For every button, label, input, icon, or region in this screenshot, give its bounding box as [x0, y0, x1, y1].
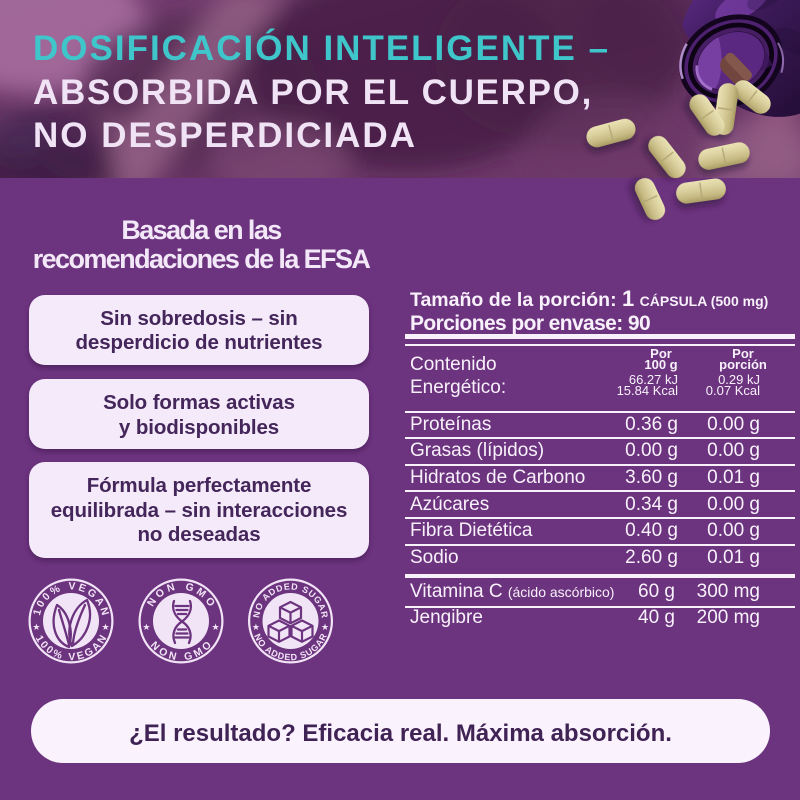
svg-text:E: E: [77, 582, 88, 596]
svg-text:★: ★: [142, 622, 150, 632]
svg-text:G: G: [312, 594, 324, 606]
svg-text:R: R: [317, 632, 329, 643]
svg-text:D: D: [277, 650, 286, 661]
svg-text:U: U: [306, 588, 317, 600]
svg-text:V: V: [68, 651, 75, 663]
svg-text:N: N: [167, 649, 177, 662]
svg-text:G: G: [183, 650, 193, 663]
svg-text:E: E: [283, 581, 290, 592]
svg-text:N: N: [251, 610, 262, 618]
svg-text:E: E: [284, 652, 291, 662]
svg-text:A: A: [316, 602, 328, 612]
svg-text:V: V: [68, 580, 75, 592]
svg-text:★: ★: [102, 622, 110, 632]
svg-text:0: 0: [34, 598, 47, 609]
svg-text:O: O: [253, 601, 265, 612]
svg-text:A: A: [260, 591, 272, 603]
svg-text:O: O: [256, 637, 268, 649]
svg-text:D: D: [291, 581, 299, 592]
svg-text:0: 0: [44, 644, 56, 657]
svg-text:S: S: [299, 649, 308, 660]
svg-text:★: ★: [32, 622, 40, 632]
svg-text:U: U: [304, 646, 315, 658]
svg-text:S: S: [300, 584, 310, 596]
svg-text:E: E: [75, 649, 85, 662]
svg-text:★: ★: [321, 622, 329, 632]
svg-text:D: D: [290, 652, 298, 663]
svg-text:R: R: [319, 610, 330, 619]
svg-text:N: N: [97, 606, 111, 617]
svg-text:A: A: [263, 644, 275, 656]
svg-text:★: ★: [252, 622, 260, 632]
svg-text:D: D: [267, 586, 278, 598]
svg-text:1: 1: [31, 608, 44, 617]
svg-text:D: D: [275, 582, 285, 594]
svg-text:G: G: [309, 642, 321, 654]
svg-text:D: D: [270, 648, 281, 660]
svg-text:★: ★: [212, 622, 220, 632]
svg-text:A: A: [313, 637, 325, 649]
svg-text:N: N: [166, 581, 177, 595]
svg-text:G: G: [184, 581, 195, 595]
svg-text:1: 1: [33, 633, 46, 644]
svg-text:N: N: [252, 632, 264, 642]
